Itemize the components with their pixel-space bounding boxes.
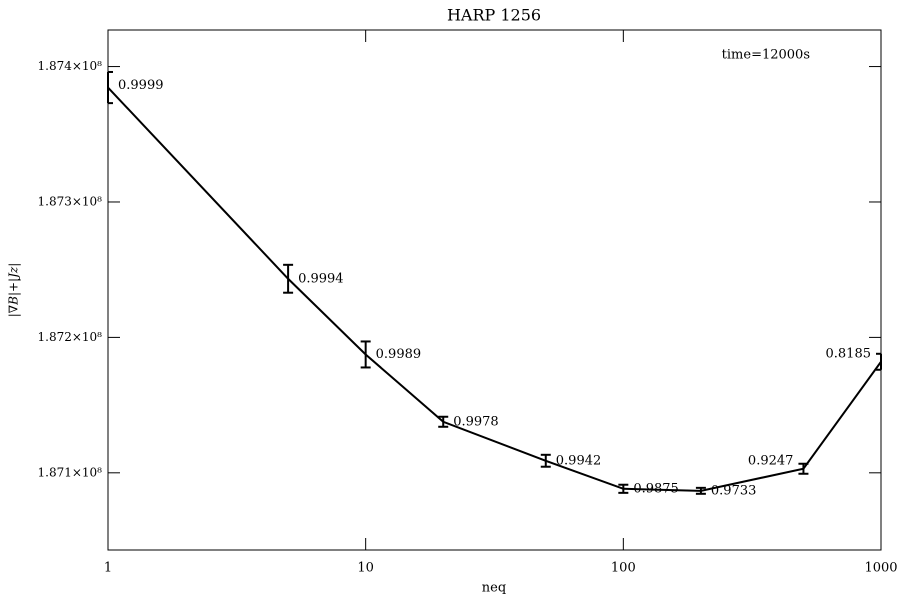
error-bar — [360, 340, 371, 369]
chart-title: HARP 1256 — [447, 6, 541, 25]
y-tick-label: 1.872×10⁸ — [38, 330, 103, 344]
plot-frame — [107, 29, 882, 551]
error-bar — [618, 483, 629, 494]
x-tick-label: 1000 — [864, 561, 897, 576]
point-label: 0.9978 — [453, 414, 499, 429]
error-bar — [438, 415, 449, 428]
point-label: 0.9942 — [556, 453, 602, 468]
error-bar — [695, 486, 706, 495]
point-label: 0.9875 — [633, 481, 679, 496]
point-label: 0.9989 — [376, 347, 422, 362]
point-label: 0.9733 — [711, 483, 757, 498]
error-bar — [798, 462, 809, 475]
x-tick-label: 100 — [611, 561, 636, 576]
point-label: 0.8185 — [826, 346, 872, 361]
point-label: 0.9247 — [748, 453, 794, 468]
y-tick-label: 1.874×10⁸ — [38, 59, 103, 73]
error-bar — [107, 70, 113, 105]
x-tick-label: 1 — [104, 561, 112, 576]
error-bar — [540, 453, 551, 468]
y-tick-label: 1.871×10⁸ — [38, 465, 103, 479]
annotation: time=12000s — [722, 48, 810, 63]
error-bar — [876, 352, 882, 371]
y-tick-label: 1.873×10⁸ — [38, 194, 103, 208]
x-tick-label: 10 — [357, 561, 374, 576]
point-label: 0.9999 — [118, 78, 164, 93]
data-line — [107, 86, 882, 492]
y-axis-label: |∇B|+|Jz| — [7, 263, 21, 318]
x-axis-label: neq — [482, 581, 506, 596]
point-label: 0.9994 — [298, 271, 344, 286]
error-bar — [283, 263, 294, 294]
